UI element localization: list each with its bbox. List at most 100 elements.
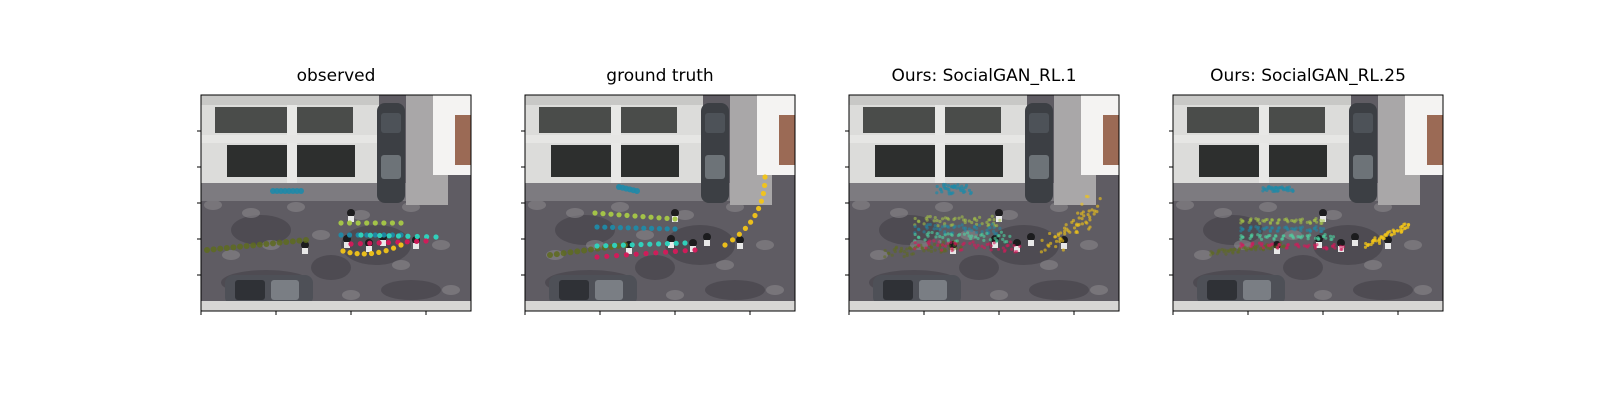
prediction-crimson <box>1003 248 1007 252</box>
pedestrian-shirt <box>344 242 350 248</box>
prediction-gold <box>1389 233 1393 237</box>
prediction-lime <box>992 217 996 222</box>
trajectory-gold <box>762 174 768 180</box>
prediction-crimson <box>916 243 921 247</box>
prediction-mint <box>916 235 921 239</box>
trajectory-gold <box>383 248 389 254</box>
shadow-patch <box>381 280 441 300</box>
panel-title-ours-rl1: Ours: SocialGAN_RL.1 <box>891 66 1077 86</box>
prediction-olive <box>1228 248 1232 252</box>
prediction-lime <box>1270 218 1274 222</box>
prediction-lime <box>978 215 982 219</box>
prediction-olive <box>911 252 915 256</box>
pedestrian <box>671 209 679 217</box>
trajectory-cyan <box>386 233 392 239</box>
prediction-mint <box>980 232 984 236</box>
pedestrian-shirt <box>737 243 743 249</box>
pedestrian <box>667 235 675 243</box>
panel-title-observed: observed <box>296 66 376 86</box>
car-rear-window <box>381 113 401 133</box>
prediction-gold <box>1082 214 1086 218</box>
trajectory-cyan <box>433 234 439 240</box>
prediction-teal <box>941 182 946 187</box>
prediction-teal <box>1315 228 1319 232</box>
prediction-gold <box>1061 248 1065 252</box>
window-lower-left <box>227 145 287 177</box>
prediction-gold <box>1088 215 1092 219</box>
prediction-crimson <box>972 243 977 247</box>
trajectory-gold <box>736 231 742 237</box>
pedestrian <box>301 241 309 249</box>
prediction-teal <box>1258 229 1262 233</box>
prediction-gold <box>1077 216 1081 220</box>
light-speckle <box>204 200 222 210</box>
prediction-teal <box>935 191 939 195</box>
prediction-teal <box>960 223 964 227</box>
prediction-gold <box>1063 229 1067 233</box>
prediction-crimson <box>946 241 950 245</box>
trajectory-olive <box>581 247 588 254</box>
prediction-lime <box>980 222 984 226</box>
car-bottom-window <box>559 280 589 300</box>
trajectory-crimson <box>633 251 639 257</box>
prediction-mint <box>938 234 942 239</box>
prediction-gold <box>1374 239 1379 243</box>
prediction-crimson <box>1341 245 1346 249</box>
light-speckle <box>442 285 460 295</box>
prediction-gold <box>1385 231 1390 235</box>
light-speckle <box>352 210 370 220</box>
trajectory-lime <box>592 210 598 216</box>
prediction-olive <box>1253 245 1257 249</box>
prediction-gold <box>1080 217 1084 221</box>
prediction-lime <box>916 219 921 223</box>
prediction-olive <box>1220 247 1224 252</box>
prediction-crimson <box>940 243 945 247</box>
prediction-teal <box>953 224 957 228</box>
trajectory-olive <box>223 245 230 251</box>
prediction-mint <box>993 236 997 241</box>
trajectory-gold <box>730 237 736 243</box>
prediction-teal <box>943 230 947 234</box>
pedestrian-shirt <box>1061 243 1067 249</box>
prediction-olive <box>929 249 934 254</box>
prediction-teal <box>1277 226 1281 230</box>
trajectory-gold <box>390 245 397 251</box>
prediction-mint <box>955 239 959 243</box>
pedestrian-shirt <box>380 240 386 246</box>
prediction-teal <box>1300 225 1304 229</box>
prediction-lime <box>913 216 917 221</box>
prediction-olive <box>1224 252 1228 256</box>
light-speckle <box>716 260 734 270</box>
prediction-crimson <box>1312 243 1317 247</box>
prediction-lime <box>1292 219 1296 223</box>
prediction-mint <box>1321 234 1325 239</box>
trajectory-gold <box>752 212 758 219</box>
prediction-mint <box>1001 237 1005 241</box>
prediction-mint <box>1248 236 1252 241</box>
prediction-crimson <box>1013 250 1017 254</box>
trajectory-olive <box>250 242 257 249</box>
prediction-crimson <box>943 244 948 248</box>
prediction-mint <box>946 232 950 236</box>
prediction-teal <box>944 186 948 191</box>
prediction-gold <box>1048 231 1052 236</box>
prediction-olive <box>883 255 887 259</box>
car-windshield <box>1029 155 1049 179</box>
prediction-lime <box>1254 217 1258 221</box>
prediction-mint <box>1259 237 1264 241</box>
car-windshield <box>1353 155 1373 179</box>
prediction-crimson <box>1269 242 1273 247</box>
prediction-crimson <box>968 241 972 245</box>
prediction-lime <box>1315 220 1319 224</box>
car-bottom-roof <box>595 280 623 300</box>
prediction-mint <box>943 233 947 237</box>
trajectory-lime <box>355 220 361 226</box>
trajectory-olive <box>289 238 296 245</box>
shadow-patch <box>555 215 615 245</box>
trajectory-cyan <box>647 241 653 247</box>
prediction-gold <box>1098 197 1102 201</box>
prediction-teal <box>1268 228 1272 232</box>
prediction-gold <box>1054 239 1059 243</box>
prediction-crimson <box>1250 242 1254 246</box>
prediction-gold <box>1086 212 1090 217</box>
